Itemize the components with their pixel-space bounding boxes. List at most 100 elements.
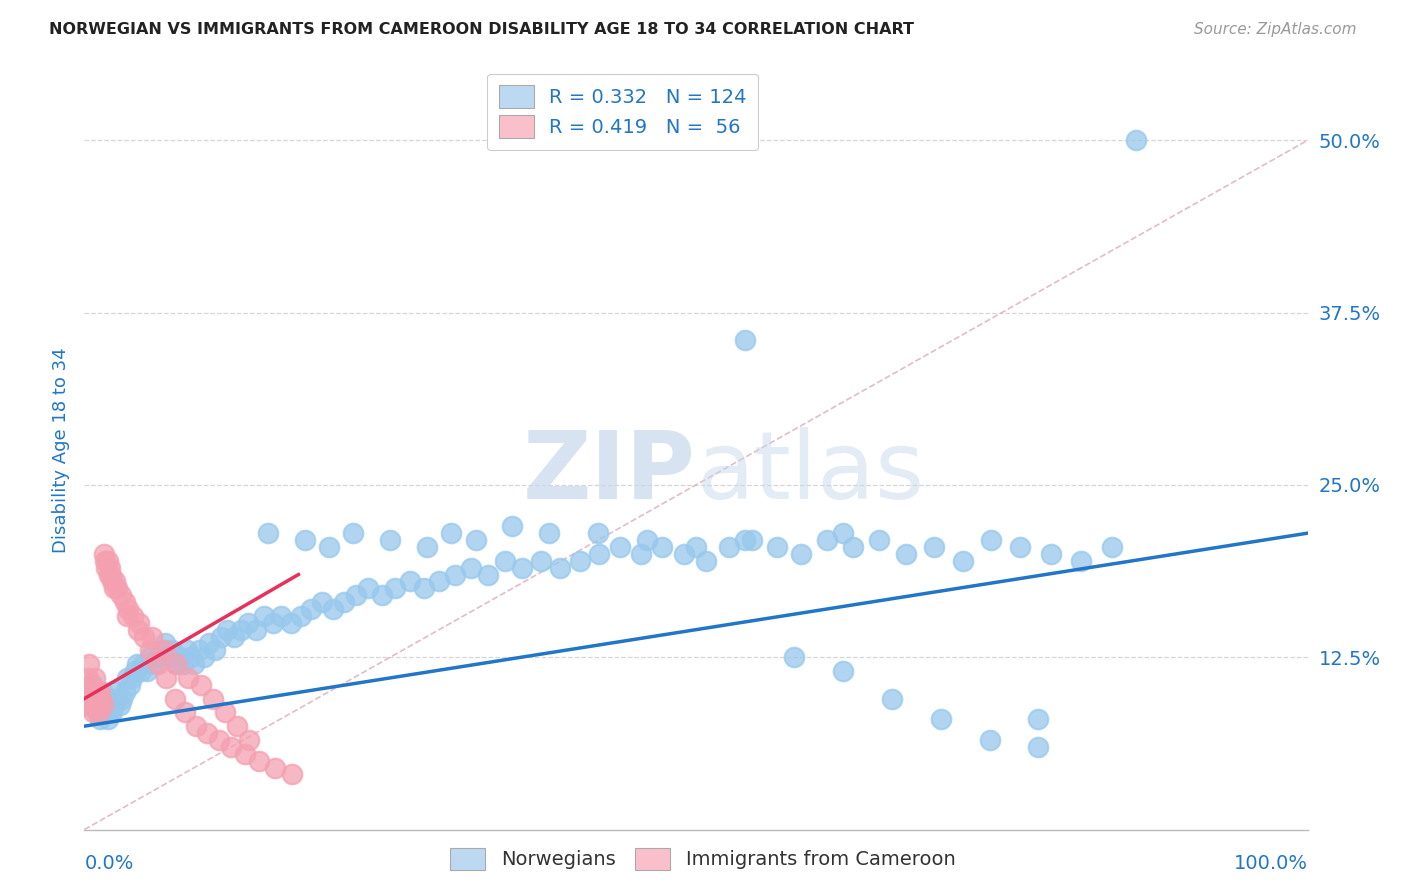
Point: [630, 547, 652, 561]
Point: [165, 657, 187, 672]
Point: [143, 657, 166, 672]
Point: [83, 684, 105, 698]
Point: [100, 567, 122, 582]
Point: [98, 560, 121, 574]
Point: [247, 754, 270, 768]
Point: [588, 547, 610, 561]
Point: [477, 567, 499, 582]
Point: [262, 615, 284, 630]
Point: [87, 684, 110, 698]
Point: [880, 691, 903, 706]
Point: [84, 671, 107, 685]
Point: [105, 691, 128, 706]
Point: [146, 650, 169, 665]
Point: [135, 664, 157, 678]
Point: [342, 526, 364, 541]
Point: [204, 643, 226, 657]
Point: [980, 533, 1002, 547]
Point: [76, 691, 98, 706]
Point: [229, 623, 252, 637]
Point: [929, 712, 952, 726]
Point: [90, 691, 112, 706]
Text: NORWEGIAN VS IMMIGRANTS FROM CAMEROON DISABILITY AGE 18 TO 34 CORRELATION CHART: NORWEGIAN VS IMMIGRANTS FROM CAMEROON DI…: [49, 22, 914, 37]
Point: [97, 554, 120, 568]
Point: [416, 540, 439, 554]
Legend: Norwegians, Immigrants from Cameroon: Norwegians, Immigrants from Cameroon: [443, 839, 963, 878]
Point: [79, 698, 101, 713]
Point: [869, 533, 891, 547]
Point: [952, 554, 974, 568]
Point: [245, 623, 267, 637]
Point: [86, 698, 108, 713]
Point: [208, 733, 231, 747]
Point: [1101, 540, 1123, 554]
Point: [440, 526, 463, 541]
Point: [87, 698, 110, 713]
Text: 100.0%: 100.0%: [1233, 855, 1308, 873]
Point: [190, 678, 212, 692]
Point: [132, 657, 155, 672]
Point: [831, 526, 853, 541]
Point: [238, 615, 260, 630]
Point: [169, 650, 191, 665]
Point: [98, 698, 121, 713]
Point: [444, 567, 467, 582]
Point: [357, 582, 380, 596]
Point: [82, 706, 104, 720]
Point: [96, 560, 118, 574]
Point: [75, 698, 97, 713]
Point: [318, 540, 340, 554]
Point: [586, 526, 609, 541]
Point: [180, 650, 202, 665]
Point: [108, 698, 131, 713]
Point: [979, 733, 1001, 747]
Point: [114, 684, 136, 698]
Point: [97, 706, 120, 720]
Point: [93, 706, 115, 720]
Point: [609, 540, 631, 554]
Point: [77, 657, 100, 672]
Point: [163, 691, 186, 706]
Point: [502, 519, 524, 533]
Point: [765, 540, 787, 554]
Point: [538, 526, 561, 541]
Point: [115, 671, 138, 685]
Point: [173, 706, 195, 720]
Point: [195, 726, 218, 740]
Point: [209, 630, 232, 644]
Point: [790, 547, 813, 561]
Point: [165, 657, 187, 672]
Text: atlas: atlas: [696, 427, 924, 519]
Point: [111, 691, 134, 706]
Point: [924, 540, 946, 554]
Point: [290, 608, 312, 623]
Point: [77, 684, 100, 698]
Point: [184, 719, 207, 733]
Point: [115, 608, 138, 623]
Point: [105, 582, 128, 596]
Point: [311, 595, 333, 609]
Point: [264, 760, 287, 774]
Point: [1028, 739, 1050, 754]
Point: [217, 623, 239, 637]
Point: [332, 595, 354, 609]
Point: [82, 678, 104, 692]
Text: ZIP: ZIP: [523, 427, 696, 519]
Point: [177, 671, 200, 685]
Point: [384, 582, 406, 596]
Point: [124, 664, 146, 678]
Point: [464, 533, 486, 547]
Point: [193, 650, 215, 665]
Point: [183, 657, 205, 672]
Point: [322, 602, 344, 616]
Point: [101, 574, 124, 589]
Point: [129, 664, 152, 678]
Point: [100, 691, 122, 706]
Point: [172, 657, 194, 672]
Point: [146, 657, 169, 672]
Point: [233, 747, 256, 761]
Point: [80, 691, 103, 706]
Point: [96, 691, 118, 706]
Point: [413, 582, 436, 596]
Point: [110, 588, 132, 602]
